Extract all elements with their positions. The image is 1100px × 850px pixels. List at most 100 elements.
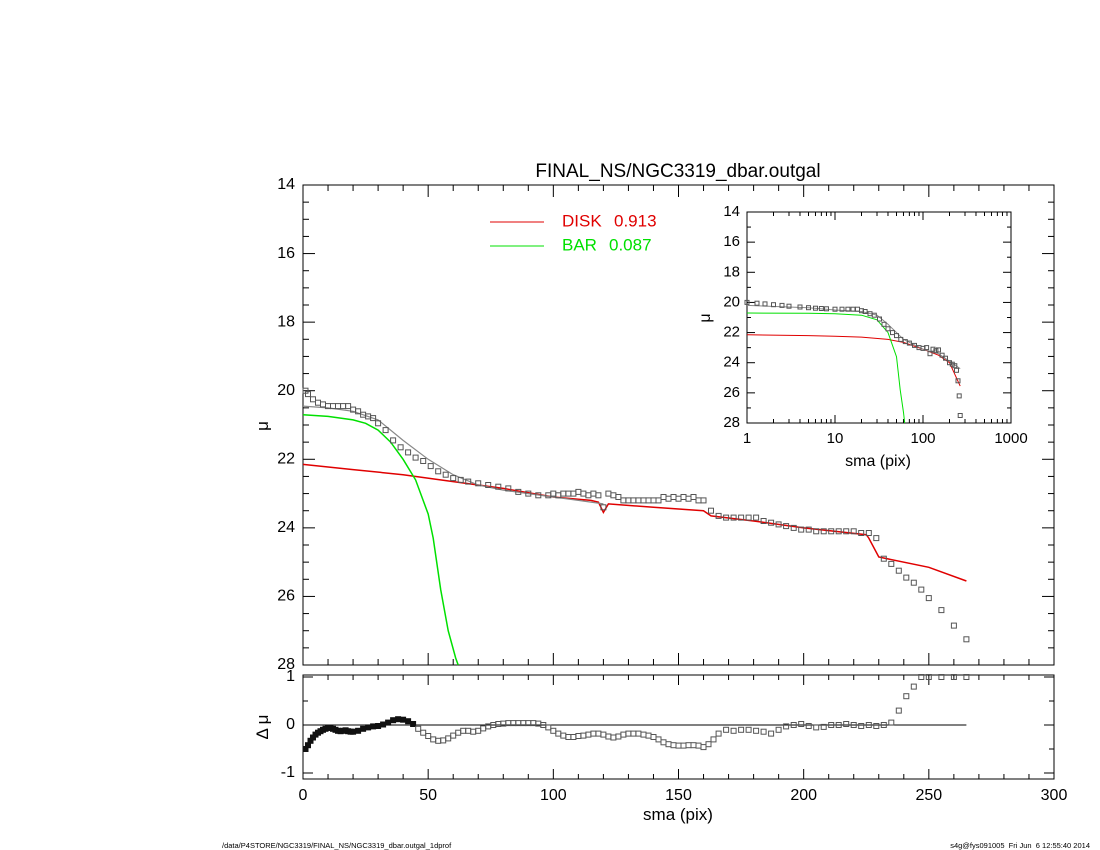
data-point xyxy=(636,498,641,503)
residual-point xyxy=(889,720,894,725)
data-point xyxy=(606,491,611,496)
residual-point xyxy=(806,724,811,729)
y-tick-label: 14 xyxy=(723,203,740,220)
residual-point xyxy=(361,726,366,731)
residual-point xyxy=(566,735,571,740)
data-point xyxy=(596,493,601,498)
data-point xyxy=(686,496,691,501)
residual-point xyxy=(754,728,759,733)
data-point xyxy=(651,498,656,503)
residual-point xyxy=(461,728,466,733)
y-tick-label: 24 xyxy=(723,354,740,371)
residual-point xyxy=(481,726,486,731)
data-point xyxy=(428,464,433,469)
data-point xyxy=(421,459,426,464)
residual-point xyxy=(411,722,416,727)
y-tick-label: 24 xyxy=(277,519,295,536)
residual-point xyxy=(746,727,751,732)
data-point xyxy=(661,495,666,500)
residual-point xyxy=(636,731,641,736)
data-point xyxy=(581,491,586,496)
series-model-line xyxy=(303,406,603,504)
y-tick-label: 14 xyxy=(277,176,295,193)
residual-point xyxy=(376,724,381,729)
data-point xyxy=(406,450,411,455)
x-tick-label: 0 xyxy=(299,787,308,804)
data-point xyxy=(626,498,631,503)
y-tick-label: 20 xyxy=(723,293,740,310)
residual-point xyxy=(586,732,591,737)
residual-point xyxy=(711,737,716,742)
x-tick-label: 200 xyxy=(790,787,817,804)
residual-point xyxy=(421,730,426,735)
residual-point xyxy=(696,743,701,748)
residual-point xyxy=(381,722,386,727)
y-tick-label: -1 xyxy=(281,764,295,781)
data-point xyxy=(321,402,326,407)
residual-point xyxy=(606,734,611,739)
data-point xyxy=(681,495,686,500)
residual-point xyxy=(551,728,556,733)
data-point xyxy=(341,404,346,409)
data-point xyxy=(398,445,403,450)
data-point xyxy=(346,404,351,409)
y-tick-label: 1 xyxy=(286,668,295,685)
data-point xyxy=(919,587,924,592)
residual-point xyxy=(646,733,651,738)
data-point xyxy=(551,491,556,496)
residual-point xyxy=(621,732,626,737)
x-tick-label: 1 xyxy=(743,430,751,447)
x-tick-label: 100 xyxy=(910,430,935,447)
x-tick-label: 50 xyxy=(419,787,437,804)
y-tick-label: 26 xyxy=(723,384,740,401)
y-tick-label: 28 xyxy=(723,414,740,431)
residual-point xyxy=(691,743,696,748)
residual-point xyxy=(601,732,606,737)
residual-point xyxy=(859,724,864,729)
residual-x-label: sma (pix) xyxy=(643,805,713,824)
data-point xyxy=(586,493,591,498)
residual-point xyxy=(874,724,879,729)
residual-point xyxy=(686,743,691,748)
main-y-label: μ xyxy=(253,421,272,431)
y-tick-label: 22 xyxy=(277,451,295,468)
data-point xyxy=(646,498,651,503)
y-tick-label: 18 xyxy=(277,313,295,330)
data-point xyxy=(911,580,916,585)
residual-point xyxy=(814,725,819,730)
data-point xyxy=(383,428,388,433)
residual-point xyxy=(446,736,451,741)
legend-bar-value: 0.087 xyxy=(609,235,652,254)
residual-point xyxy=(416,726,421,731)
x-tick-label: 300 xyxy=(1041,787,1068,804)
residual-point xyxy=(351,729,356,734)
chart-title: FINAL_NS/NGC3319_dbar.outgal xyxy=(535,161,820,182)
residual-point xyxy=(426,734,431,739)
data-point xyxy=(896,568,901,573)
data-point xyxy=(904,575,909,580)
residual-point xyxy=(844,722,849,727)
residual-point xyxy=(631,731,636,736)
inset-plot-panel: 14 16 18 20 22 24 26 281 10 100 1000 μ sma (pix) xyxy=(697,203,1028,470)
residual-point xyxy=(676,743,681,748)
y-tick-label: 16 xyxy=(277,245,295,262)
residual-point xyxy=(769,731,774,736)
data-point xyxy=(566,491,571,496)
residual-point xyxy=(546,725,551,730)
legend-disk-label: DISK xyxy=(562,211,602,230)
residual-point xyxy=(466,728,471,733)
data-point xyxy=(709,508,714,513)
residual-point xyxy=(671,743,676,748)
residual-point xyxy=(476,728,481,733)
residual-point xyxy=(776,727,781,732)
residual-point xyxy=(441,738,446,743)
data-point xyxy=(616,495,621,500)
x-tick-label: 150 xyxy=(665,787,692,804)
legend-bar-label: BAR xyxy=(562,235,597,254)
residual-point xyxy=(496,722,501,727)
residual-series xyxy=(303,675,969,752)
x-tick-label: 10 xyxy=(827,430,844,447)
residual-point xyxy=(396,717,401,722)
residual-point xyxy=(391,718,396,723)
data-point xyxy=(939,608,944,613)
